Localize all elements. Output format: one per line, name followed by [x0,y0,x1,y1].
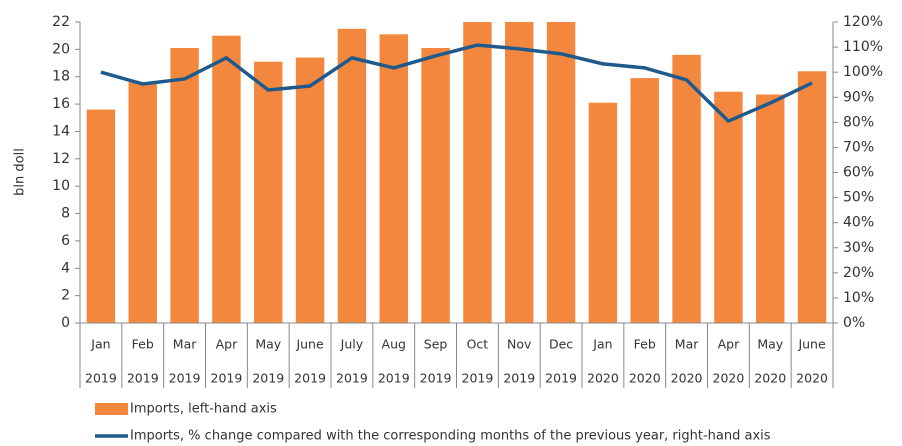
x-tick-label: May [757,337,783,352]
x-year-label: 2019 [420,371,452,386]
x-tick-label: Mar [675,337,699,352]
x-year-label: 2020 [671,371,703,386]
y2-tick-label: 50% [843,190,874,206]
bar [630,78,659,323]
line [100,43,813,123]
x-year-label: 2020 [713,371,745,386]
bar [212,35,241,323]
y-tick-label: 8 [61,206,70,222]
bar [379,34,408,324]
bar [128,82,157,323]
y-tick-label: 22 [52,14,70,30]
y-tick-label: 20 [52,41,70,57]
y2-tick-label: 30% [843,240,874,256]
bar [546,22,576,323]
y-tick-label: 6 [61,233,70,249]
bar [588,102,618,324]
y2-tick-label: 70% [843,139,874,155]
x-tick-label: Jan [592,337,612,352]
x-year-label: 2020 [629,371,661,386]
x-year-label: 2019 [85,371,117,386]
bar [672,54,701,323]
y-tick-label: 14 [52,123,70,139]
y2-tick-label: 10% [843,290,874,306]
x-year-label: 2020 [796,371,828,386]
x-year-label: 2020 [587,371,619,386]
y-tick-label: 2 [61,288,70,304]
legend-label: Imports, left-hand axis [130,402,277,417]
x-tick-label: Mar [173,337,197,352]
x-tick-label: Apr [216,337,238,352]
bar [254,61,283,323]
x-year-label: 2019 [169,371,201,386]
x-year-label: 2019 [378,371,410,386]
x-year-label: 2019 [294,371,326,386]
legend-swatch [95,403,128,415]
y2-tick-label: 40% [843,215,874,231]
y2-tick-label: 0% [843,315,865,331]
y-tick-label: 0 [61,315,70,331]
bar [505,22,534,323]
y-tick-label: 4 [61,260,70,276]
x-year-label: 2019 [503,371,535,386]
y-tick-label: 18 [52,69,70,85]
y-axis-label: bln doll [13,148,28,196]
y-tick-label: 12 [52,151,70,167]
x-year-label: 2020 [754,371,786,386]
legend-label: Imports, % change compared with the corr… [130,429,771,444]
y-tick-label: 10 [52,178,70,194]
x-year-label: 2019 [252,371,284,386]
x-tick-label: May [255,337,281,352]
x-tick-label: Nov [507,337,532,352]
x-year-label: 2019 [336,371,368,386]
x-tick-label: Sep [424,337,448,352]
y2-tick-label: 80% [843,114,874,130]
bar [756,94,785,323]
bar [295,57,325,324]
x-tick-label: Feb [132,337,154,352]
x-year-label: 2019 [462,371,494,386]
y2-tick-label: 120% [843,14,883,30]
y-tick-label: 16 [52,96,70,112]
bar [337,28,367,323]
y2-tick-label: 90% [843,89,874,105]
x-tick-label: Dec [549,337,573,352]
x-tick-label: July [340,337,364,352]
bar [421,47,450,323]
y2-tick-label: 110% [843,39,883,55]
y2-tick-label: 100% [843,64,883,80]
x-tick-label: June [797,337,826,352]
bar [463,22,492,323]
x-tick-label: Oct [467,337,489,352]
x-tick-label: Aug [382,337,406,352]
y2-tick-label: 60% [843,165,874,181]
bar [170,47,199,323]
bar [714,91,743,323]
x-tick-label: Jan [90,337,110,352]
x-year-label: 2019 [545,371,577,386]
x-tick-label: June [295,337,324,352]
bar [797,71,827,323]
x-tick-label: Apr [718,337,740,352]
bar [86,109,116,324]
y2-tick-label: 20% [843,265,874,281]
x-year-label: 2019 [127,371,159,386]
x-tick-label: Feb [634,337,656,352]
x-year-label: 2019 [211,371,243,386]
